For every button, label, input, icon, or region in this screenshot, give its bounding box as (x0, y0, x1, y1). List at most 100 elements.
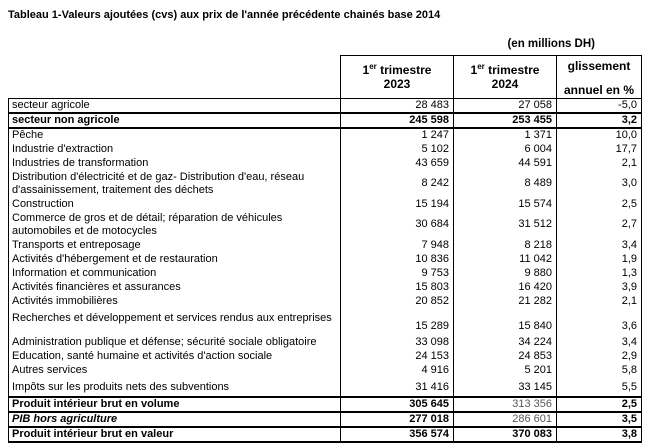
table-body: secteur agricole 28 483 27 058 -5,0 secteur … (8, 98, 642, 443)
value-yoy: 2,5 (556, 197, 642, 211)
table-row: Activités financières et assurances 15 80… (8, 280, 642, 294)
value-yoy: 3,5 (556, 411, 642, 427)
value-yoy: 3,4 (556, 238, 642, 252)
value-2024: 9 880 (453, 266, 557, 280)
units-note: (en millions DH) (507, 38, 595, 50)
value-2024: 44 591 (453, 156, 557, 170)
value-2024: 286 601 (453, 411, 557, 427)
value-2024: 5 201 (453, 363, 557, 377)
table-row: Pêche 1 247 1 371 10,0 (8, 128, 642, 142)
value-2023: 245 598 (340, 112, 454, 129)
row-label: Information et communication (8, 266, 341, 280)
value-yoy: 5,8 (556, 363, 642, 377)
row-label: Produit intérieur brut en volume (8, 396, 341, 412)
header-q1-2023-year: 2023 (383, 77, 411, 91)
row-label: Commerce de gros et de détail; réparatio… (8, 211, 341, 238)
value-2023: 10 836 (340, 252, 454, 266)
row-label: Impôts sur les produits nets des subvent… (8, 377, 341, 397)
value-yoy: 2,9 (556, 349, 642, 363)
value-2023: 30 684 (340, 211, 454, 238)
value-2023: 28 483 (340, 98, 454, 113)
value-2023: 20 852 (340, 294, 454, 308)
value-2024: 21 282 (453, 294, 557, 308)
value-2024: 15 574 (453, 197, 557, 211)
table-row: Activités immobilières 20 852 21 282 2,1 (8, 294, 642, 308)
value-2024: 8 218 (453, 238, 557, 252)
row-label: Education, santé humaine et activités d'… (8, 349, 341, 363)
value-2023: 1 247 (340, 128, 454, 142)
row-label: Recherches et développement et services … (8, 308, 341, 335)
value-yoy: 1,9 (556, 252, 642, 266)
value-yoy: 5,5 (556, 377, 642, 397)
table-row: Information et communication 9 753 9 880 1,… (8, 266, 642, 280)
table-row: Distribution d'électricité et de gaz- Di… (8, 170, 642, 197)
value-2024: 6 004 (453, 142, 557, 156)
header-yoy-line1: glissement (567, 58, 631, 73)
table-row: Construction 15 194 15 574 2,5 (8, 197, 642, 211)
value-yoy: 2,7 (556, 211, 642, 238)
table-row: Activités d'hébergement et de restaurati… (8, 252, 642, 266)
value-yoy: 10,0 (556, 128, 642, 142)
value-2023: 5 102 (340, 142, 454, 156)
table-row: Recherches et développement et services … (8, 308, 642, 335)
header-yoy: glissement annuel en % (556, 55, 642, 99)
table-row: Industrie d'extraction 5 102 6 004 17,7 (8, 142, 642, 156)
value-yoy: 2,5 (556, 396, 642, 412)
value-2024: 1 371 (453, 128, 557, 142)
header-empty-cell (9, 56, 341, 99)
table-row: Transports et entreposage 7 948 8 218 3,4 (8, 238, 642, 252)
table-row: Autres services 4 916 5 201 5,8 (8, 363, 642, 377)
header-q1-2024-label: 1er trimestre (470, 62, 540, 78)
row-label: Construction (8, 197, 341, 211)
table-row: Education, santé humaine et activités d'… (8, 349, 642, 363)
value-yoy: 3,4 (556, 335, 642, 349)
value-2023: 24 153 (340, 349, 454, 363)
row-label: Activités financières et assurances (8, 280, 341, 294)
value-yoy: 17,7 (556, 142, 642, 156)
header-q1-2024: 1er trimestre 2024 (453, 55, 557, 99)
row-label: PIB hors agriculture (8, 411, 341, 427)
national-accounts-table: 1er trimestre 2023 1er trimestre 2024 gl… (8, 55, 642, 443)
header-q1-2023-label: 1er trimestre (362, 62, 432, 78)
value-2023: 4 916 (340, 363, 454, 377)
row-label: Transports et entreposage (8, 238, 341, 252)
value-2023: 15 194 (340, 197, 454, 211)
row-label: secteur agricole (8, 98, 341, 113)
row-label: Administration publique et défense; sécu… (8, 335, 341, 349)
header-row: 1er trimestre 2023 1er trimestre 2024 gl… (9, 55, 642, 99)
value-yoy: 1,3 (556, 266, 642, 280)
value-yoy: 3,2 (556, 112, 642, 129)
row-label: Activités immobilières (8, 294, 341, 308)
value-2023: 277 018 (340, 411, 454, 427)
value-2023: 7 948 (340, 238, 454, 252)
table-row: Administration publique et défense; sécu… (8, 335, 642, 349)
value-2023: 33 098 (340, 335, 454, 349)
table-row: Produit intérieur brut en valeur 356 574 3… (8, 426, 642, 443)
value-yoy: -5,0 (556, 98, 642, 113)
value-2023: 43 659 (340, 156, 454, 170)
value-2023: 8 242 (340, 170, 454, 197)
row-label: Industries de transformation (8, 156, 341, 170)
table-row: Produit intérieur brut en volume 305 645 3… (8, 396, 642, 412)
header-q1-2024-year: 2024 (491, 77, 519, 91)
value-2024: 31 512 (453, 211, 557, 238)
value-yoy: 3,9 (556, 280, 642, 294)
row-label: Pêche (8, 128, 341, 142)
value-yoy: 3,0 (556, 170, 642, 197)
header-q1-2023: 1er trimestre 2023 (340, 55, 454, 99)
value-2024: 27 058 (453, 98, 557, 113)
row-label: Distribution d'électricité et de gaz- Di… (8, 170, 341, 197)
table-row: Industries de transformation 43 659 44 591… (8, 156, 642, 170)
value-2024: 11 042 (453, 252, 557, 266)
value-2024: 33 145 (453, 377, 557, 397)
value-2024: 34 224 (453, 335, 557, 349)
table-row: Impôts sur les produits nets des subvent… (8, 377, 642, 397)
table-row: secteur non agricole 245 598 253 455 3,2 (8, 112, 642, 129)
table-row: Commerce de gros et de détail; réparatio… (8, 211, 642, 238)
table-row: PIB hors agriculture 277 018 286 601 3,5 (8, 411, 642, 427)
value-2023: 31 416 (340, 377, 454, 397)
row-label: Industrie d'extraction (8, 142, 341, 156)
header-yoy-line2: annuel en % (563, 82, 634, 97)
row-label: secteur non agricole (8, 112, 341, 129)
value-2023: 15 289 (340, 308, 454, 335)
